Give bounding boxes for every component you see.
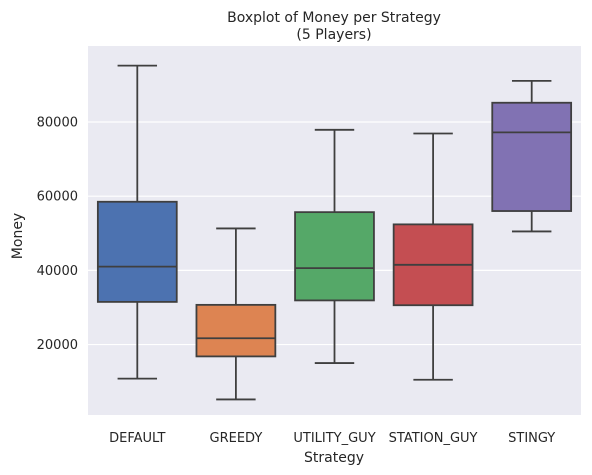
box-default (96, 200, 178, 303)
boxes (96, 64, 573, 401)
y-tick-label: 60000 (37, 190, 78, 205)
y-tick-label: 40000 (37, 264, 78, 279)
x-tick-label: UTILITY_GUY (293, 431, 375, 446)
x-tick-label: GREEDY (210, 431, 263, 446)
chart-subtitle: (5 Players) (296, 27, 371, 43)
x-axis-label: Strategy (304, 450, 364, 466)
y-ticks: 20000 40000 60000 80000 (37, 116, 78, 354)
box-stingy (491, 101, 573, 212)
y-tick-label: 80000 (37, 116, 78, 131)
x-tick-label: STATION_GUY (389, 431, 478, 446)
y-axis-label: Money (10, 213, 26, 259)
box-greedy (195, 303, 277, 358)
x-tick-label: STINGY (508, 431, 555, 446)
box-utility-guy (294, 211, 375, 302)
chart-title: Boxplot of Money per Strategy (227, 10, 441, 26)
x-tick-label: DEFAULT (109, 431, 165, 446)
x-ticks: DEFAULT GREEDY UTILITY_GUY STATION_GUY STING… (109, 431, 555, 446)
y-tick-label: 20000 (37, 338, 78, 353)
